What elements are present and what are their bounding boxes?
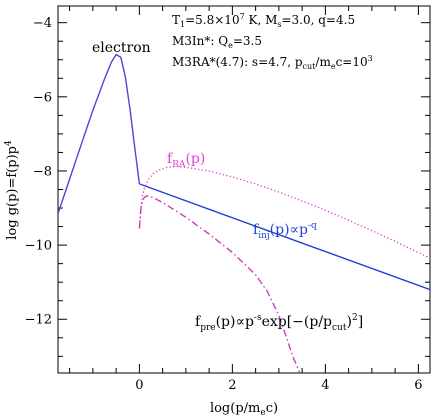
axis-ticks — [58, 6, 430, 373]
series-line-injection — [139, 183, 430, 291]
x-tick-label: 6 — [414, 378, 422, 393]
series-line-pre — [138, 195, 301, 373]
params-line-3: M3RA*(4.7): s=4.7, pcut/mec=103 — [172, 54, 373, 71]
y-tick-label: −4 — [33, 16, 52, 31]
x-tick-label: 4 — [321, 378, 329, 393]
series-line-ra — [138, 165, 430, 259]
series-line-maxwellian — [58, 53, 141, 214]
y-tick-label: −10 — [25, 239, 52, 254]
x-axis-label: log(p/mec) — [210, 401, 278, 418]
axis-tick-labels: 0 2 4 6 −4 −6 −8 −10 −12 — [25, 16, 423, 393]
y-axis-label: log g(p)=f(p)p4 — [4, 140, 20, 240]
params-line-2: M3In*: Qe=3.5 — [172, 34, 262, 50]
electron-label: electron — [92, 40, 151, 56]
y-tick-label: −6 — [33, 90, 52, 105]
fra-label: fRA(p) — [167, 151, 205, 170]
params-line-1: T1=5.8×107 K, Ms=3.0, q=4.5 — [172, 12, 355, 29]
series-group — [58, 53, 430, 373]
x-tick-label: 0 — [135, 378, 143, 393]
fpre-label: fpre(p)∝p-sexp[−(p/pcut)2] — [195, 313, 363, 333]
y-tick-label: −12 — [25, 313, 52, 328]
x-tick-label: 2 — [228, 378, 236, 393]
y-tick-label: −8 — [33, 164, 52, 179]
finj-label: finj(p)∝p-q — [253, 221, 317, 241]
